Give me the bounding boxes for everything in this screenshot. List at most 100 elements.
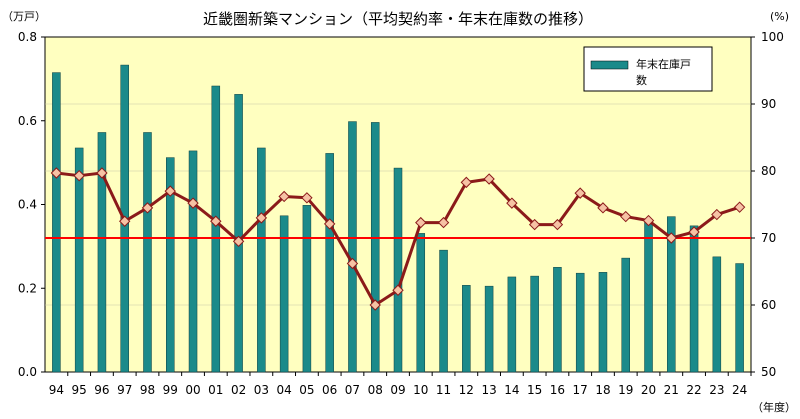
x-tick-label: 00: [185, 383, 200, 397]
x-tick-label: 99: [163, 383, 178, 397]
bar: [530, 275, 539, 373]
x-tick-label: 22: [686, 383, 701, 397]
bar: [348, 121, 357, 373]
bar: [393, 167, 403, 373]
bar: [575, 272, 585, 373]
x-tick-label: 05: [299, 383, 314, 397]
bar: [279, 215, 289, 373]
x-tick-label: 94: [49, 383, 64, 397]
line-point: [50, 167, 63, 179]
legend: 年末在庫戸 数: [583, 46, 713, 92]
bar: [74, 147, 84, 373]
bar: [644, 221, 653, 373]
left-axis-unit: （万戸）: [2, 10, 46, 23]
right-tick-label: 100: [761, 30, 784, 44]
x-tick-label: 02: [231, 383, 246, 397]
left-axis: 0.0 0.2 0.4 0.6 0.8: [18, 30, 45, 379]
x-tick-label: 08: [368, 383, 383, 397]
line-point: [369, 299, 381, 311]
right-tick-label: 90: [761, 97, 776, 111]
line-point: [210, 215, 222, 227]
x-tick-label: 15: [527, 383, 542, 397]
legend-label-line1: 年末在庫戸: [636, 57, 691, 71]
chart-title: 近畿圏新築マンション（平均契約率・年末在庫数の推移）: [203, 10, 593, 28]
x-tick-label: 23: [709, 383, 724, 397]
bar: [234, 94, 243, 373]
line-point: [164, 185, 176, 197]
x-tick-label: 24: [732, 383, 747, 397]
line-series: [50, 167, 746, 311]
left-tick-label: 0.6: [18, 114, 37, 128]
line-point: [415, 216, 427, 229]
x-axis-unit: （年度）: [752, 400, 796, 414]
x-tick-label: 03: [254, 383, 269, 397]
x-tick-label: 10: [413, 383, 428, 397]
x-tick-label: 11: [436, 383, 451, 397]
bar: [735, 263, 744, 373]
bar: [621, 257, 630, 373]
x-tick-label: 13: [481, 383, 496, 397]
bar: [325, 153, 334, 373]
x-tick-label: 17: [573, 383, 588, 397]
left-tick-label: 0.8: [18, 30, 37, 44]
x-tick-label: 07: [345, 383, 360, 397]
legend-swatch: [590, 60, 629, 70]
line-point: [437, 216, 450, 229]
line-point: [665, 232, 677, 244]
line-point: [642, 214, 655, 227]
line-point: [733, 201, 746, 213]
line-point: [323, 218, 336, 230]
line-point: [232, 235, 245, 248]
bar: [416, 233, 426, 373]
bar: [52, 72, 61, 373]
line-point: [73, 169, 85, 182]
line-point: [688, 226, 700, 238]
x-tick-label: 12: [459, 383, 474, 397]
x-tick-label: 21: [664, 383, 679, 397]
bar: [507, 276, 517, 373]
line-point: [346, 257, 359, 270]
bar: [143, 132, 152, 373]
x-tick-label: 01: [208, 383, 223, 397]
bar: [188, 150, 198, 373]
bar: [553, 267, 562, 373]
right-tick-label: 60: [761, 298, 776, 312]
bar: [667, 216, 676, 373]
x-tick-label: 14: [504, 383, 519, 397]
x-tick-label: 96: [94, 383, 109, 397]
x-tick-label: 98: [140, 383, 155, 397]
line-point: [119, 215, 131, 227]
x-tick-label: 95: [72, 383, 87, 397]
right-axis-unit: (%): [770, 10, 789, 23]
legend-box: [583, 46, 713, 92]
line-point: [506, 197, 518, 209]
x-tick-label: 19: [618, 383, 633, 397]
line-point: [574, 187, 586, 199]
line-point: [711, 208, 723, 221]
x-tick-label: 09: [390, 383, 405, 397]
bar: [712, 256, 722, 373]
x-tick-label: 06: [322, 383, 337, 397]
line-point: [96, 167, 108, 179]
x-tick-label: 18: [595, 383, 610, 397]
bar: [370, 122, 380, 373]
line-point: [483, 173, 495, 185]
x-tick-label: 04: [276, 383, 291, 397]
legend-label-line2: 数: [636, 74, 647, 87]
line-point: [278, 190, 290, 203]
bar: [302, 205, 312, 373]
x-tick-label: 16: [550, 383, 565, 397]
bar: [439, 249, 448, 373]
right-tick-label: 80: [761, 164, 776, 178]
bar: [211, 85, 221, 373]
line-point: [301, 192, 313, 204]
line-point: [528, 218, 541, 231]
bar: [97, 132, 107, 373]
line-point: [392, 284, 404, 296]
line-point: [597, 202, 609, 214]
line-point: [255, 212, 268, 224]
bar: [598, 272, 608, 373]
x-tick-label: 20: [641, 383, 656, 397]
left-tick-label: 0.4: [18, 198, 37, 212]
